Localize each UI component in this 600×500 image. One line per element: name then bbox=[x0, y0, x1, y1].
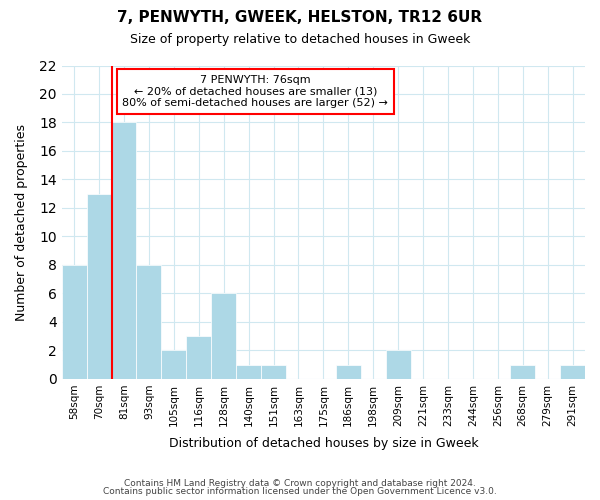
X-axis label: Distribution of detached houses by size in Gweek: Distribution of detached houses by size … bbox=[169, 437, 478, 450]
Bar bbox=[161, 350, 187, 379]
Bar bbox=[86, 194, 112, 379]
Text: Size of property relative to detached houses in Gweek: Size of property relative to detached ho… bbox=[130, 32, 470, 46]
Bar bbox=[560, 364, 585, 379]
Y-axis label: Number of detached properties: Number of detached properties bbox=[15, 124, 28, 320]
Bar bbox=[187, 336, 211, 379]
Text: 7 PENWYTH: 76sqm
← 20% of detached houses are smaller (13)
80% of semi-detached : 7 PENWYTH: 76sqm ← 20% of detached house… bbox=[122, 75, 388, 108]
Bar bbox=[62, 265, 86, 379]
Text: 7, PENWYTH, GWEEK, HELSTON, TR12 6UR: 7, PENWYTH, GWEEK, HELSTON, TR12 6UR bbox=[118, 10, 482, 25]
Bar bbox=[261, 364, 286, 379]
Text: Contains public sector information licensed under the Open Government Licence v3: Contains public sector information licen… bbox=[103, 487, 497, 496]
Bar bbox=[136, 265, 161, 379]
Bar bbox=[386, 350, 410, 379]
Bar bbox=[336, 364, 361, 379]
Bar bbox=[112, 122, 136, 379]
Bar bbox=[236, 364, 261, 379]
Text: Contains HM Land Registry data © Crown copyright and database right 2024.: Contains HM Land Registry data © Crown c… bbox=[124, 478, 476, 488]
Bar bbox=[510, 364, 535, 379]
Bar bbox=[211, 294, 236, 379]
